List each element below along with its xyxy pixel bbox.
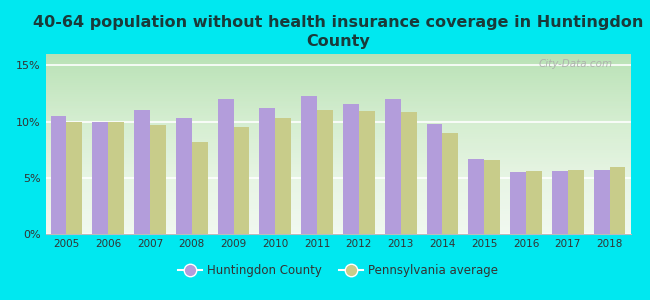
Bar	[385, 99, 400, 234]
Bar	[233, 127, 250, 234]
Bar	[276, 118, 291, 234]
Bar	[66, 122, 83, 234]
Bar	[443, 133, 458, 234]
Bar	[359, 111, 375, 234]
Bar	[317, 110, 333, 234]
Bar	[426, 124, 443, 234]
Bar	[526, 171, 542, 234]
Bar	[568, 170, 584, 234]
Bar	[469, 159, 484, 234]
Bar	[92, 122, 108, 234]
Bar	[510, 172, 526, 234]
Bar	[400, 112, 417, 234]
Bar	[51, 116, 66, 234]
Bar	[593, 170, 610, 234]
Bar	[552, 171, 568, 234]
Bar	[484, 160, 500, 234]
Legend: Huntingdon County, Pennsylvania average: Huntingdon County, Pennsylvania average	[174, 260, 502, 282]
Bar	[301, 96, 317, 234]
Bar	[218, 99, 233, 234]
Bar	[176, 118, 192, 234]
Bar	[108, 122, 124, 234]
Bar	[150, 125, 166, 234]
Title: 40-64 population without health insurance coverage in Huntingdon
County: 40-64 population without health insuranc…	[32, 15, 644, 49]
Bar	[134, 110, 150, 234]
Bar	[610, 167, 625, 234]
Text: City-Data.com: City-Data.com	[539, 59, 613, 69]
Bar	[192, 142, 207, 234]
Bar	[343, 103, 359, 234]
Bar	[259, 108, 276, 234]
